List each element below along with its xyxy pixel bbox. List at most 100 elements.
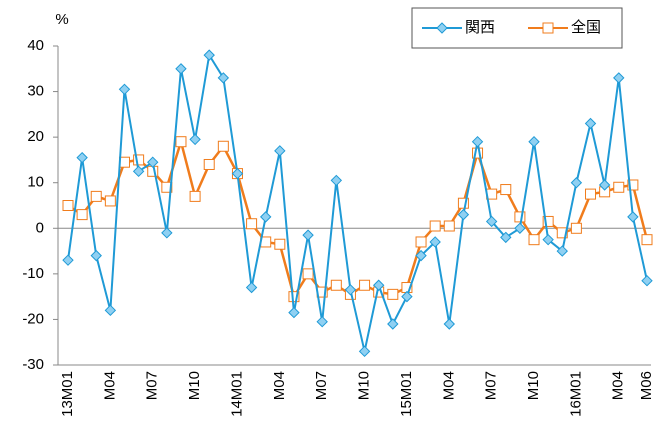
y-tick-label: -20 [22,310,44,327]
point [175,63,187,75]
point [358,345,371,358]
point [500,231,512,244]
series-line [67,52,648,352]
point [415,249,427,262]
x-tick-label: M10 [356,371,373,400]
x-tick-label: 15M01 [398,371,415,417]
point [429,236,441,248]
x-tick-label: 16M01 [567,371,584,417]
x-tick-label: M07 [483,371,500,400]
point [344,284,357,296]
x-tick-label: M04 [101,371,118,400]
x-tick-label: M06 [638,371,655,400]
point [161,227,173,239]
point [514,222,526,234]
y-tick-label: 30 [27,83,44,100]
y-tick-label: 40 [27,37,44,54]
point [147,156,159,168]
x-tick-label: M04 [271,371,288,400]
point [245,281,258,294]
y-tick-label: 20 [27,128,44,145]
point [457,197,469,209]
point [570,222,582,234]
point [274,238,286,250]
point [570,177,583,189]
point [330,279,342,291]
point [203,158,215,170]
x-tick-label: M04 [610,371,627,400]
point [387,318,399,330]
point [556,245,568,257]
point [401,290,413,303]
x-tick-label: 13M01 [59,371,76,417]
point [542,233,554,246]
point [598,179,611,191]
x-tick-label: M10 [525,371,542,400]
point [175,136,187,148]
point [556,227,568,239]
point [429,220,441,232]
legend-label: 関西 [465,19,495,36]
point [528,234,540,246]
x-tick-label: M07 [144,371,161,400]
point [641,234,653,246]
point [189,133,201,146]
point [443,220,455,232]
point [330,174,343,187]
x-tick-label: M10 [186,371,203,400]
point [627,211,639,223]
point [585,188,597,200]
point [302,268,314,280]
point [387,288,399,300]
point [76,151,88,164]
point [472,147,484,159]
unit-label: % [55,11,68,28]
point [62,254,74,266]
point [359,279,371,291]
point [246,218,258,230]
y-tick-label: 0 [36,219,44,236]
point [316,315,328,328]
point [471,135,484,148]
x-tick-label: M07 [313,371,330,400]
point [641,274,653,287]
point [259,211,272,223]
legend-label: 全国 [571,18,601,36]
point [203,49,215,61]
legend-marker [542,22,554,34]
point [500,184,512,196]
point [274,145,286,157]
point [76,209,88,221]
point [485,215,498,228]
point [457,208,470,221]
point [231,167,244,180]
point [415,236,427,248]
point [104,304,117,317]
point [302,229,314,241]
point [288,306,300,319]
point [613,181,625,193]
point [132,165,145,178]
point [161,181,173,193]
point [217,140,229,152]
point [118,83,131,96]
x-tick-label: 14M01 [228,371,245,417]
point [90,249,102,262]
y-tick-label: -10 [22,265,44,282]
point [372,279,385,291]
point [133,154,145,166]
y-tick-label: 10 [27,174,44,191]
point [443,318,456,330]
point [627,179,639,191]
point [62,200,74,211]
y-tick-label: -30 [22,356,44,373]
point [542,215,554,227]
point [584,117,597,130]
point [613,72,625,84]
point [90,190,102,202]
point [528,135,540,148]
point [514,211,526,223]
point [189,190,201,202]
point [217,72,230,84]
